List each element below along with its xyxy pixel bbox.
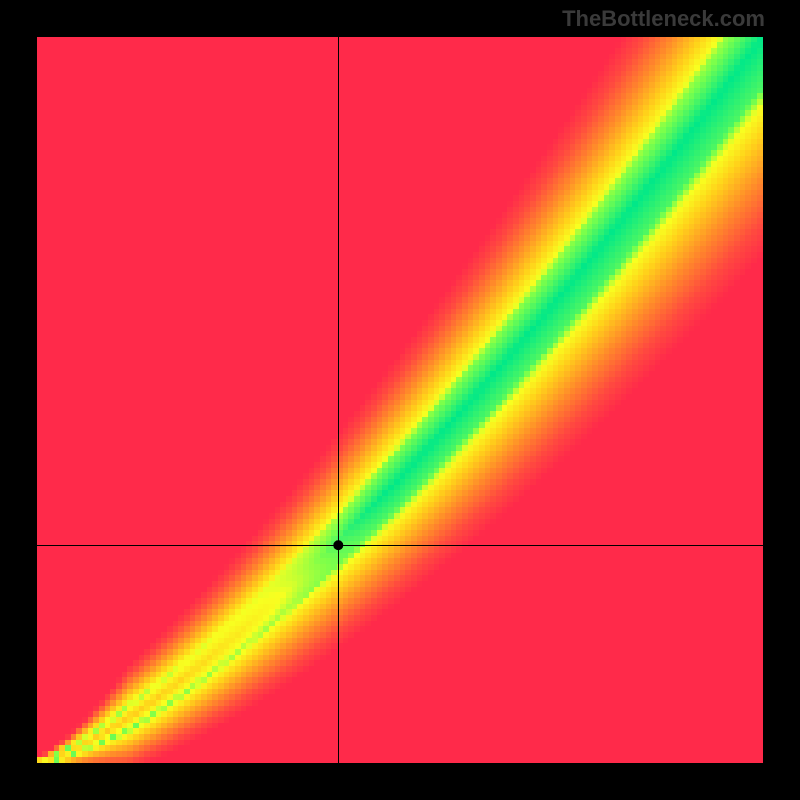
- heatmap-plot: [37, 37, 763, 763]
- heatmap-canvas: [37, 37, 763, 763]
- watermark-text: TheBottleneck.com: [562, 6, 765, 32]
- chart-container: TheBottleneck.com: [0, 0, 800, 800]
